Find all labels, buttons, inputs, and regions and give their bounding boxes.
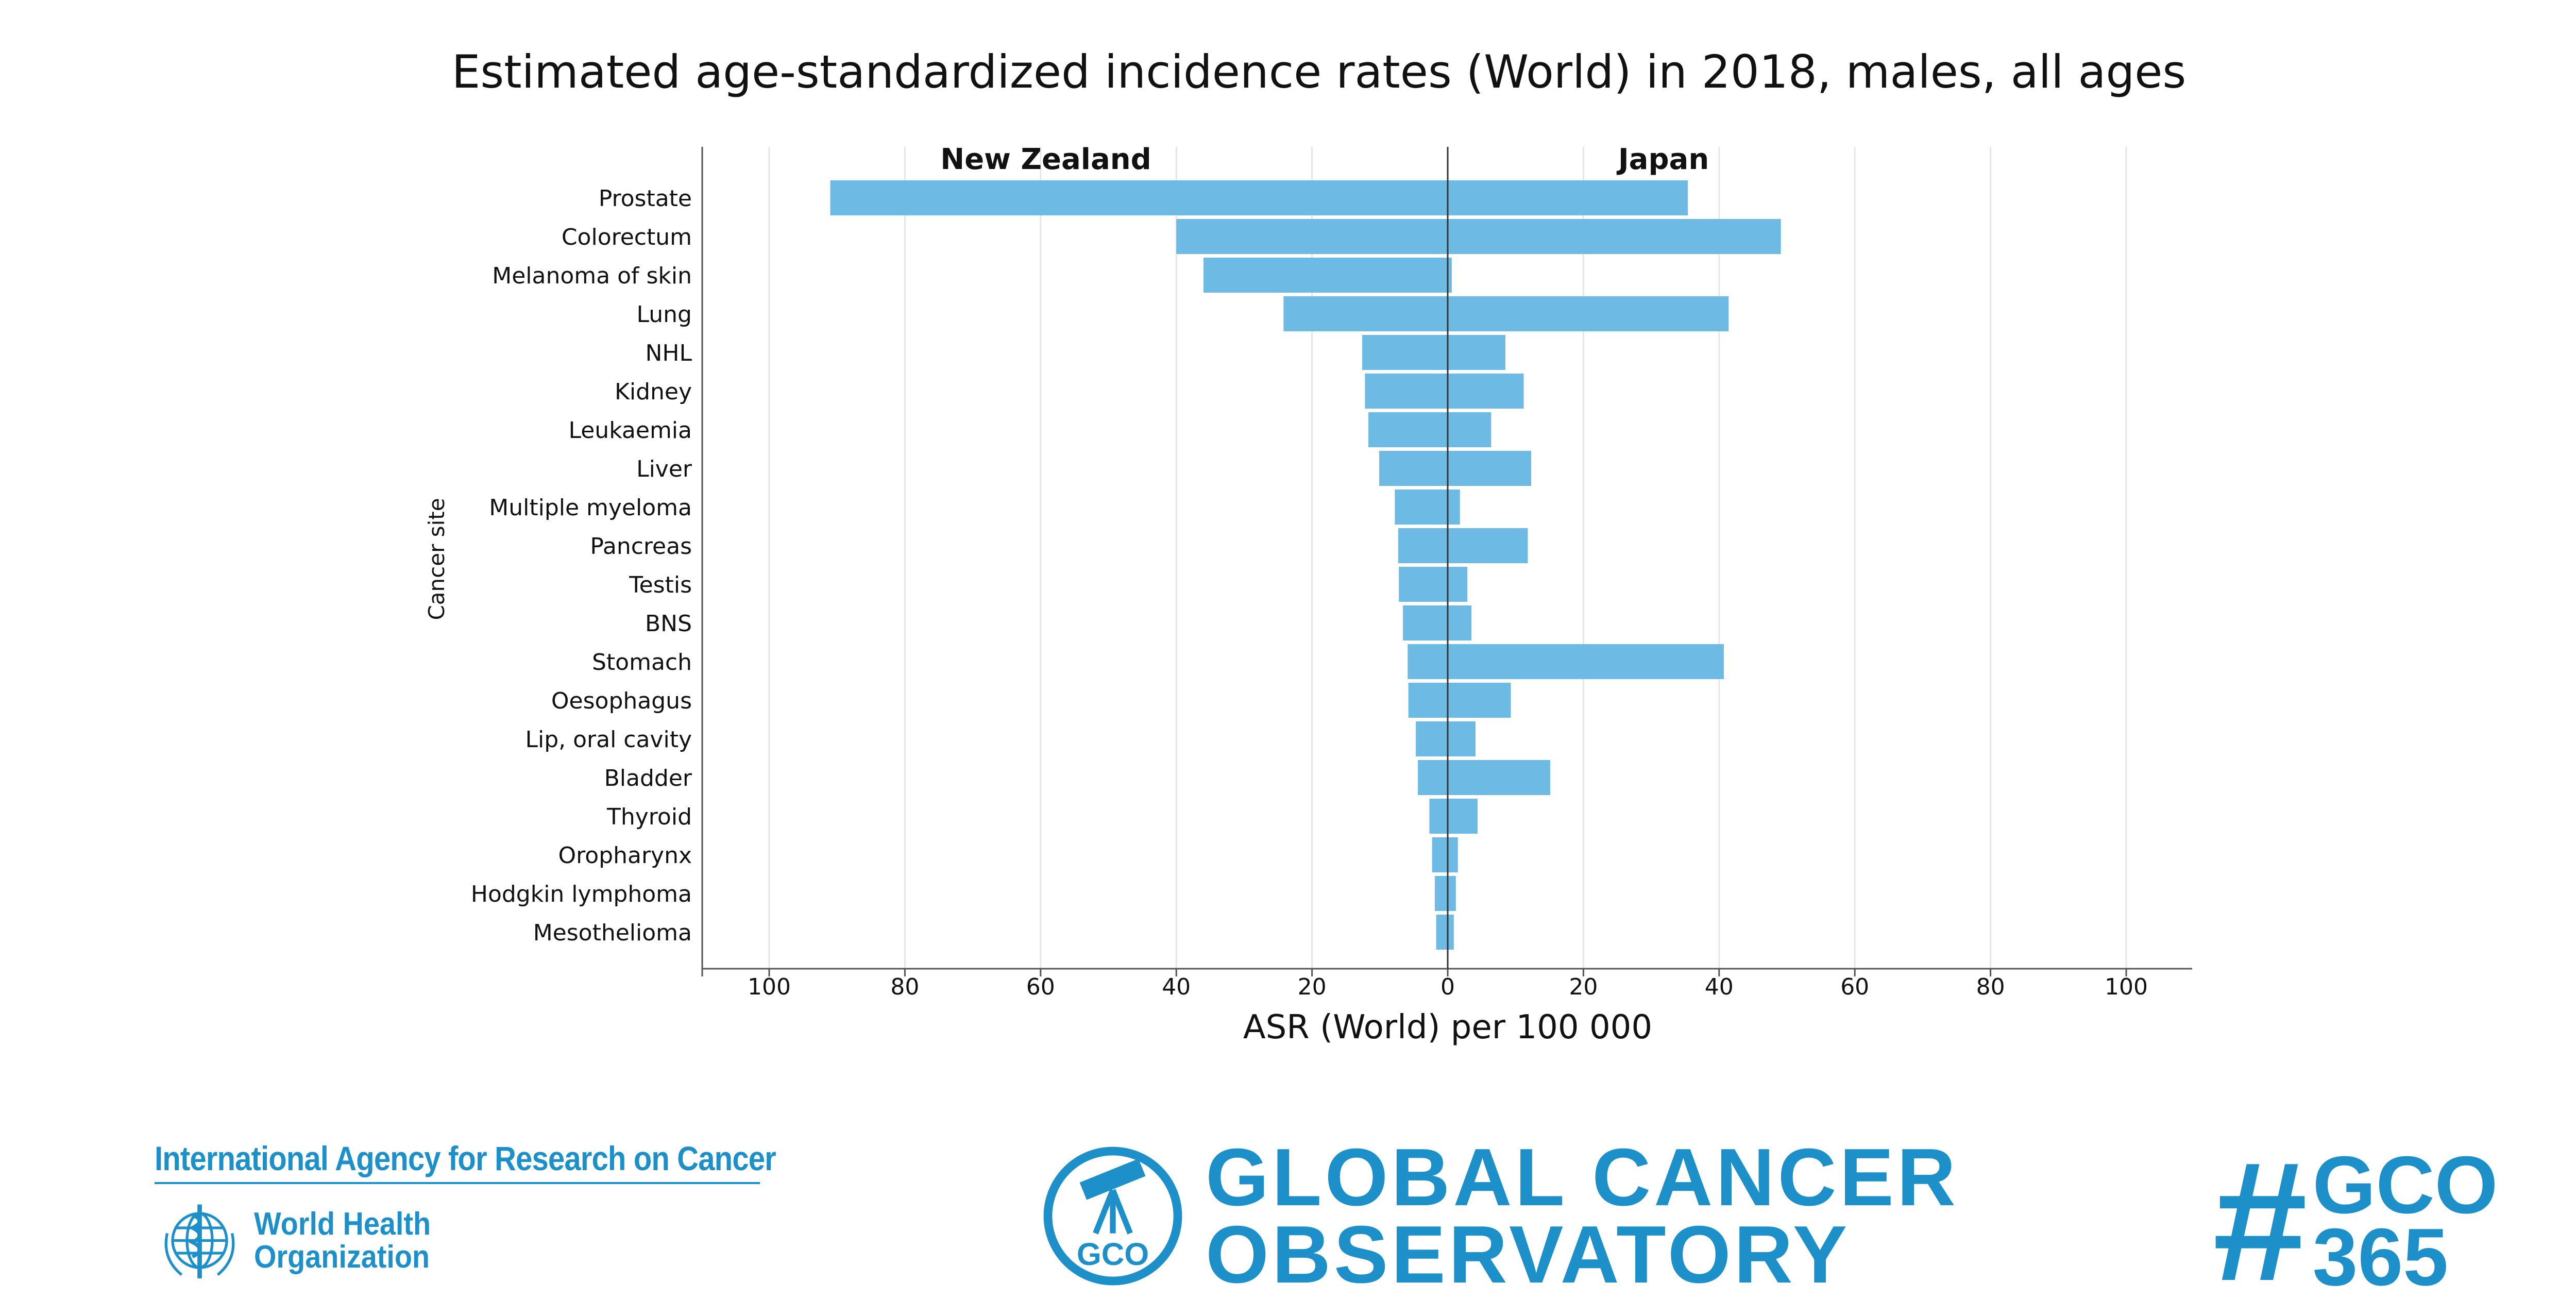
category-label: Multiple myeloma (489, 495, 692, 521)
x-tick-label: 20 (1569, 974, 1598, 1000)
category-label: Oropharynx (558, 842, 692, 869)
category-label: Leukaemia (569, 417, 692, 444)
bar-japan (1448, 335, 1505, 370)
x-tick-label: 60 (1840, 974, 1869, 1000)
bar-japan (1448, 451, 1531, 486)
category-label: Prostate (599, 185, 692, 212)
bar-japan (1448, 721, 1476, 756)
bar-japan (1448, 799, 1478, 834)
x-tick-label: 100 (2105, 974, 2148, 1000)
category-label: Pancreas (590, 533, 692, 560)
y-axis-title: Cancer site (424, 498, 449, 620)
who-name: World Health Organization (254, 1206, 431, 1275)
category-label: Colorectum (562, 224, 692, 250)
bar-new-zealand (1434, 876, 1448, 911)
bar-japan (1448, 915, 1454, 950)
bar-japan (1448, 605, 1472, 640)
hashtag-symbol: # (2213, 1126, 2308, 1316)
bar-new-zealand (1203, 258, 1448, 293)
bar-japan (1448, 683, 1511, 718)
bar-japan (1448, 296, 1729, 331)
x-axis-title: ASR (World) per 100 000 (1243, 1008, 1652, 1047)
grid-lines (768, 147, 2127, 969)
bar-japan (1448, 760, 1550, 795)
bar-new-zealand (1368, 412, 1448, 447)
bar-japan (1448, 258, 1452, 293)
bar-new-zealand (1436, 915, 1448, 950)
bar-japan (1448, 837, 1458, 872)
gco-name-line2: OBSERVATORY (1206, 1209, 1851, 1300)
category-label: Mesothelioma (533, 920, 692, 946)
iarc-who-logo: International Agency for Research on Can… (155, 1139, 776, 1286)
bar-new-zealand (1408, 683, 1448, 718)
bar-new-zealand (1398, 528, 1448, 563)
gco365-hashtag: # GCO 365 (2213, 1126, 2498, 1316)
category-label: Lip, oral cavity (525, 727, 692, 753)
bar-new-zealand (1408, 644, 1448, 679)
bar-new-zealand (1416, 721, 1448, 756)
x-tick-label: 80 (890, 974, 919, 1000)
x-tick-labels: 100 80 60 40 20 0 20 40 60 80 100 (748, 969, 2148, 1000)
x-tick-label: 40 (1705, 974, 1734, 1000)
chart-title: Estimated age-standardized incidence rat… (451, 45, 2187, 98)
category-label: Kidney (615, 379, 692, 405)
bars (830, 180, 1781, 950)
series-label-new-zealand: New Zealand (940, 143, 1151, 176)
gco-badge-text: GCO (1077, 1237, 1149, 1272)
x-tick-label: 40 (1162, 974, 1191, 1000)
x-tick-label: 0 (1440, 974, 1455, 1000)
x-tick-label: 100 (748, 974, 791, 1000)
category-label: Oesophagus (551, 688, 692, 714)
axes (701, 147, 2192, 976)
bar-new-zealand (830, 180, 1448, 215)
hashtag-line1: GCO (2312, 1140, 2498, 1230)
category-label: Testis (629, 572, 692, 598)
who-emblem-icon (164, 1204, 235, 1278)
gco-telescope-icon: GCO (1043, 1146, 1182, 1286)
bar-japan (1448, 876, 1456, 911)
bar-japan (1448, 567, 1468, 602)
bar-new-zealand (1395, 490, 1448, 525)
bar-new-zealand (1418, 760, 1448, 795)
bar-new-zealand (1403, 605, 1448, 640)
iarc-divider (155, 1182, 760, 1184)
bar-new-zealand (1399, 567, 1448, 602)
category-label: Hodgkin lymphoma (471, 881, 692, 907)
bar-japan (1448, 219, 1781, 254)
x-tick-label: 20 (1298, 974, 1327, 1000)
category-label: Thyroid (606, 804, 692, 830)
bar-japan (1448, 528, 1528, 563)
bar-japan (1448, 644, 1724, 679)
bar-new-zealand (1176, 219, 1448, 254)
bar-japan (1448, 490, 1460, 525)
category-labels: Prostate Colorectum Melanoma of skin Lung NH… (471, 185, 692, 946)
bar-new-zealand (1362, 335, 1448, 370)
who-name-line1: World Health (254, 1206, 431, 1242)
category-label: Lung (637, 301, 692, 328)
gco-name-line1: GLOBAL CANCER (1206, 1132, 1959, 1223)
bar-japan (1448, 412, 1492, 447)
x-tick-label: 80 (1976, 974, 2005, 1000)
bar-japan (1448, 180, 1688, 215)
bar-new-zealand (1379, 451, 1448, 486)
iarc-name: International Agency for Research on Can… (155, 1139, 776, 1177)
bar-japan (1448, 374, 1524, 409)
bar-new-zealand (1429, 799, 1448, 834)
bar-new-zealand (1365, 374, 1448, 409)
category-label: BNS (645, 611, 692, 637)
category-label: Melanoma of skin (492, 263, 692, 289)
bar-new-zealand (1283, 296, 1448, 331)
category-label: Stomach (592, 649, 692, 676)
series-label-japan: Japan (1616, 143, 1709, 176)
x-tick-label: 60 (1026, 974, 1055, 1000)
bar-new-zealand (1432, 837, 1448, 872)
hashtag-line2: 365 (2312, 1212, 2449, 1303)
who-name-line2: Organization (254, 1239, 430, 1275)
category-label: Bladder (604, 765, 692, 791)
category-label: NHL (645, 340, 692, 366)
gco-name: GLOBAL CANCER OBSERVATORY (1206, 1132, 1959, 1300)
gco-logo: GCO GLOBAL CANCER OBSERVATORY (1041, 1132, 1959, 1300)
category-label: Liver (636, 456, 692, 482)
